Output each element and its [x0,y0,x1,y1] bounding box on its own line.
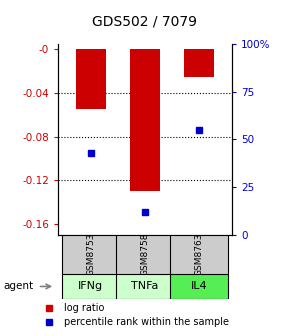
Bar [61,274,119,299]
Text: log ratio: log ratio [64,303,105,313]
Bar [171,274,229,299]
Text: GSM8753: GSM8753 [86,233,95,276]
Text: IL4: IL4 [191,282,208,291]
Text: GSM8763: GSM8763 [195,233,204,276]
Text: agent: agent [3,282,33,291]
Bar [130,49,160,192]
Text: GSM8758: GSM8758 [140,233,150,276]
Bar [184,49,214,77]
Text: percentile rank within the sample: percentile rank within the sample [64,317,229,327]
Bar [76,49,106,109]
Text: GDS502 / 7079: GDS502 / 7079 [93,15,197,29]
Bar [116,235,174,274]
Text: TNFa: TNFa [131,282,159,291]
Bar [61,235,119,274]
Bar [171,235,229,274]
Bar [116,274,174,299]
Text: IFNg: IFNg [78,282,103,291]
